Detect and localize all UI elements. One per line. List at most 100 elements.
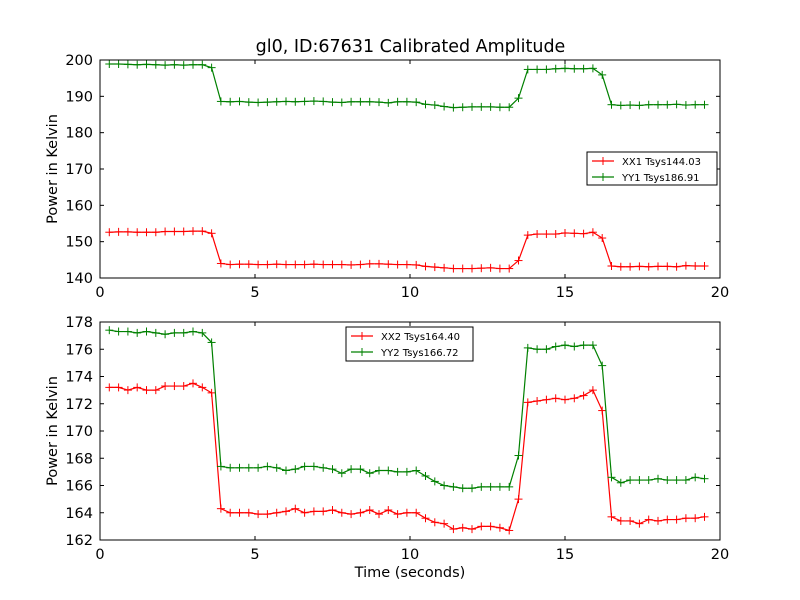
data-point — [375, 510, 383, 519]
data-point — [579, 391, 588, 400]
x-axis-label: Time (seconds) — [354, 565, 466, 581]
data-point — [570, 229, 579, 238]
data-point — [328, 260, 337, 269]
data-point — [189, 60, 197, 69]
data-point — [179, 61, 188, 70]
data-point — [607, 262, 616, 271]
data-point — [523, 65, 532, 74]
data-point — [375, 466, 383, 475]
data-point — [365, 97, 374, 106]
data-point — [430, 477, 439, 486]
data-point — [114, 227, 123, 236]
data-point — [105, 59, 114, 68]
data-point — [226, 260, 235, 269]
data-point — [291, 97, 300, 106]
data-point — [588, 228, 597, 237]
y-tick-label: 170 — [65, 162, 93, 178]
data-point — [328, 465, 337, 474]
data-point — [337, 98, 346, 107]
data-point — [700, 100, 709, 109]
data-point — [244, 508, 253, 517]
data-point — [486, 263, 495, 272]
data-point — [207, 388, 216, 397]
data-point — [607, 100, 616, 109]
data-point — [477, 102, 486, 111]
x-tick-label: 10 — [401, 285, 419, 301]
data-point — [365, 506, 374, 515]
data-point — [189, 327, 197, 336]
data-point — [672, 262, 681, 271]
data-point — [551, 342, 560, 351]
data-point — [114, 59, 123, 68]
data-point — [449, 525, 458, 534]
axes-frame — [99, 59, 721, 279]
data-point — [421, 514, 430, 523]
data-point — [114, 327, 123, 336]
data-point — [254, 463, 263, 472]
data-point — [282, 466, 290, 475]
data-point — [123, 386, 132, 395]
data-point — [375, 98, 383, 107]
data-point — [347, 510, 356, 519]
data-point — [272, 508, 281, 517]
data-point — [207, 338, 216, 347]
data-point — [114, 383, 123, 392]
data-point — [495, 523, 504, 532]
data-point — [700, 512, 709, 521]
data-point — [254, 260, 263, 269]
data-point — [654, 262, 662, 271]
data-point — [309, 507, 318, 516]
data-point — [412, 508, 421, 517]
data-point — [598, 361, 607, 370]
data-point — [495, 103, 504, 112]
y-tick-label: 140 — [65, 271, 93, 287]
data-point — [207, 63, 216, 72]
data-point — [133, 328, 142, 337]
data-point — [337, 508, 346, 517]
data-point — [561, 64, 569, 73]
data-point — [319, 463, 328, 472]
data-point — [216, 462, 225, 471]
data-point — [644, 515, 653, 524]
y-tick-label: 150 — [65, 235, 93, 251]
data-point — [365, 259, 374, 268]
data-point — [170, 227, 179, 236]
x-tick-label: 15 — [556, 285, 574, 301]
data-point — [495, 264, 504, 273]
data-point — [449, 103, 458, 112]
data-point — [561, 228, 569, 237]
y-tick-label: 200 — [65, 53, 93, 69]
data-point — [579, 341, 588, 350]
data-point — [616, 101, 625, 110]
data-point — [133, 228, 142, 237]
data-point — [412, 260, 421, 269]
data-point — [644, 262, 653, 271]
data-point — [282, 97, 290, 106]
data-point — [300, 260, 309, 269]
data-point — [468, 102, 476, 111]
data-point — [291, 504, 300, 513]
data-point — [198, 60, 207, 69]
data-point — [179, 328, 188, 337]
data-point — [458, 264, 467, 273]
y-axis-label: Power in Kelvin — [45, 114, 61, 224]
data-point — [282, 507, 290, 516]
data-point — [151, 228, 160, 237]
data-point — [486, 482, 495, 491]
data-point — [319, 260, 328, 269]
data-point — [235, 463, 244, 472]
data-point — [226, 97, 235, 106]
data-point — [477, 264, 486, 273]
data-point — [663, 262, 672, 271]
data-point — [551, 230, 560, 239]
data-point — [161, 227, 170, 236]
data-point — [626, 516, 635, 525]
data-point — [244, 98, 253, 107]
data-point — [170, 60, 179, 69]
data-point — [123, 60, 132, 69]
data-point — [393, 510, 402, 519]
data-point — [430, 263, 439, 272]
data-point — [626, 476, 635, 485]
bottom-subplot: 0 5 10 15 20 162 164 166 168 170 172 174 176 178 Power… — [45, 315, 729, 581]
data-point — [654, 100, 662, 109]
